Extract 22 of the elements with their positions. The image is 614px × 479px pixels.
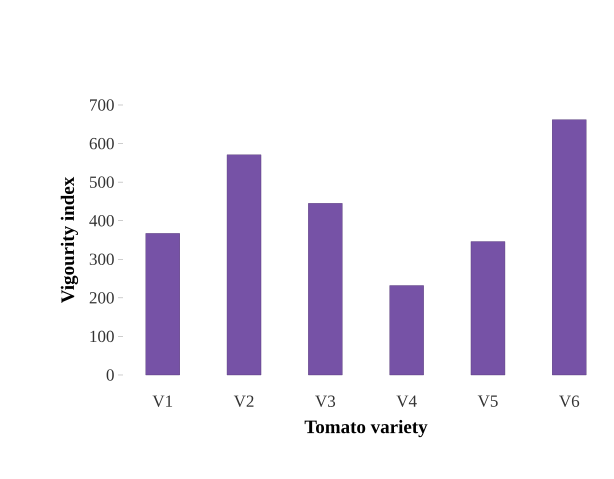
y-tick-label: 0 [106, 369, 114, 381]
y-tick-label: 600 [90, 138, 114, 150]
y-axis-title: Vigourity index [60, 176, 78, 304]
y-tick-label: 300 [90, 254, 114, 266]
y-tick-label: 100 [90, 330, 114, 342]
x-tick-label: V6 [559, 396, 580, 408]
bar [389, 285, 424, 376]
y-tick-label: 700 [90, 99, 114, 111]
x-tick-label: V3 [315, 396, 336, 408]
x-tick-label: V4 [396, 396, 417, 407]
x-tick-label: V2 [234, 396, 254, 408]
bar [226, 154, 262, 376]
x-tick-label: V1 [152, 396, 172, 407]
bar [308, 203, 343, 376]
y-tick-label: 200 [90, 292, 114, 304]
bar [470, 241, 506, 376]
x-tick-label: V5 [478, 396, 498, 407]
y-tick-label: 500 [90, 176, 114, 188]
x-axis-title: Tomato variety [304, 420, 428, 438]
bar [146, 233, 180, 376]
y-tick-label: 400 [89, 214, 114, 226]
bar [552, 119, 586, 376]
